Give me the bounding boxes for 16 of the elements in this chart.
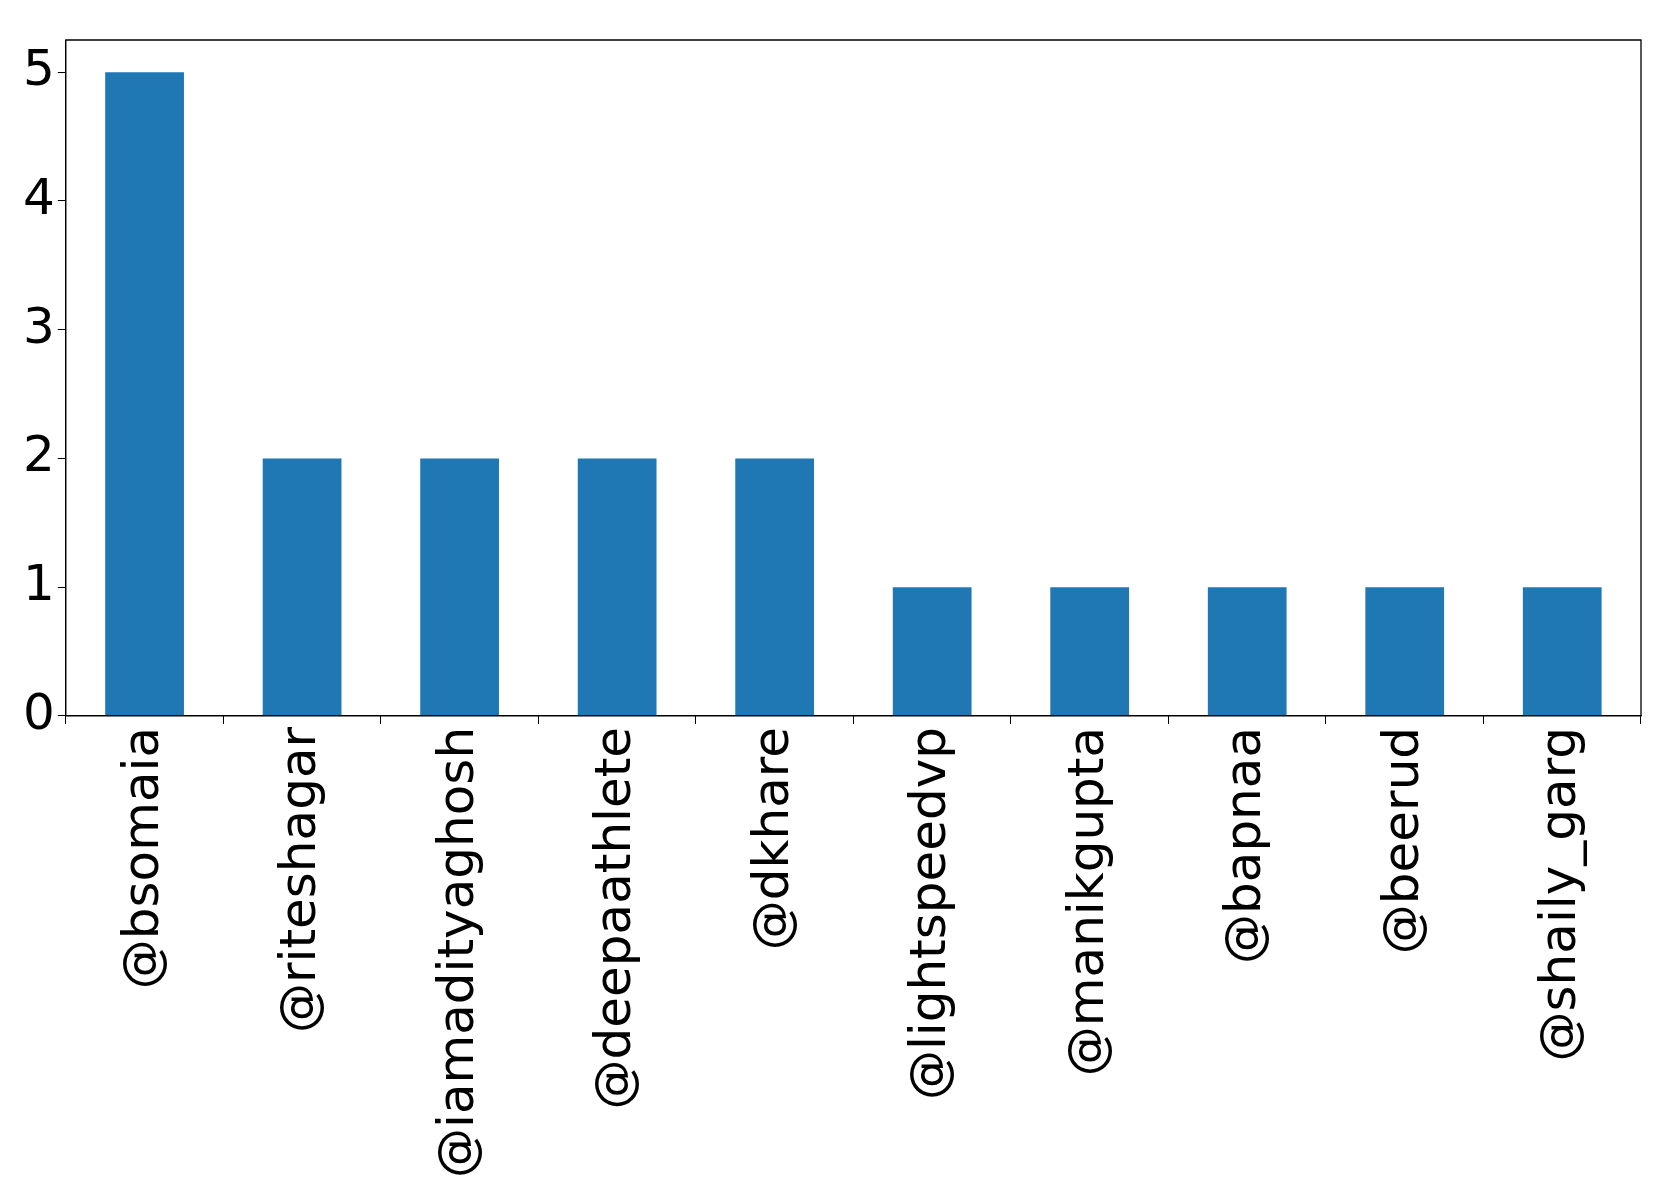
x-tick-label: @iamadityaghosh (426, 726, 485, 1179)
y-tick-label: 2 (23, 425, 55, 484)
x-tick-label: @dkhare (741, 726, 800, 951)
x-tick-label: @riteshagar (269, 726, 328, 1034)
x-tick-label: @shaily_garg (1529, 726, 1588, 1062)
x-tick-label: @beerud (1371, 726, 1430, 955)
y-tick-label: 3 (23, 296, 55, 355)
y-tick-label: 0 (23, 682, 55, 741)
x-tick-label: @lightspeedvp (899, 726, 958, 1101)
x-tick-label: @manikgupta (1056, 726, 1115, 1077)
y-tick-label: 1 (23, 554, 55, 613)
x-tick-label: @deepaathlete (584, 726, 643, 1110)
x-tick-label: @bapnaa (1214, 726, 1273, 964)
x-tick-label: @bsomaia (111, 726, 170, 990)
y-tick-label: 5 (23, 39, 55, 98)
y-tick-label: 4 (23, 167, 55, 226)
